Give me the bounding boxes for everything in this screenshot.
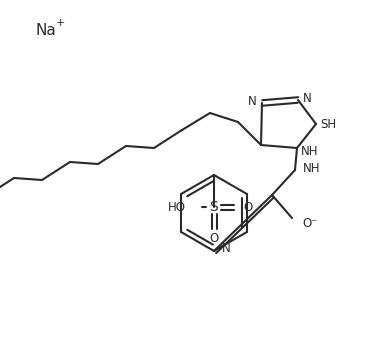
- Text: S: S: [210, 200, 218, 214]
- Text: N: N: [303, 92, 312, 105]
- Text: O: O: [209, 232, 219, 246]
- Text: O: O: [243, 200, 252, 213]
- Text: Na: Na: [35, 23, 56, 38]
- Text: SH: SH: [320, 117, 336, 131]
- Text: NH: NH: [301, 145, 318, 158]
- Text: O⁻: O⁻: [302, 217, 318, 229]
- Text: +: +: [56, 18, 65, 28]
- Text: N: N: [248, 95, 257, 107]
- Text: HO: HO: [168, 200, 186, 213]
- Text: NH: NH: [303, 161, 321, 174]
- Text: N: N: [222, 242, 231, 255]
